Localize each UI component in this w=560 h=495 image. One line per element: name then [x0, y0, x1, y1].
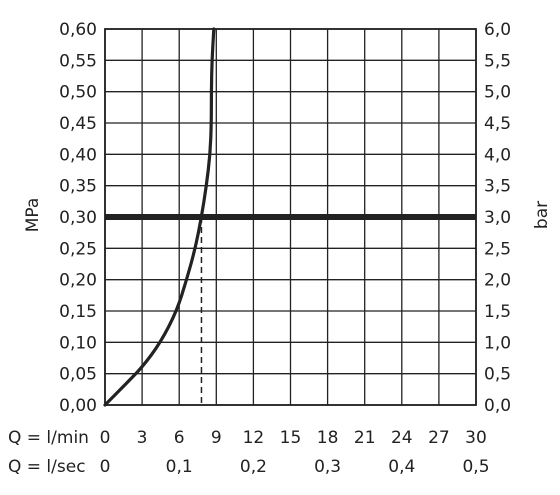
y-tick-left-label: 0,40 — [59, 145, 97, 165]
y-tick-right-label: 2,0 — [484, 271, 511, 291]
y-axis-label-left: MPa — [23, 198, 43, 233]
x-tick-lsec-label: 0,2 — [240, 457, 267, 477]
y-tick-right-label: 5,5 — [484, 51, 511, 71]
y-tick-left-label: 0,35 — [59, 177, 97, 197]
y-tick-left-label: 0,10 — [59, 333, 97, 353]
y-tick-left-label: 0,45 — [59, 114, 97, 134]
y-tick-right-label: 3,5 — [484, 177, 511, 197]
y-tick-right-label: 3,0 — [484, 208, 511, 228]
x-tick-lmin-label: 6 — [174, 428, 185, 448]
x-ticks-lmin: 0 3 6 9 12 15 18 21 24 27 30 — [100, 428, 487, 448]
y-tick-right-label: 0,5 — [484, 365, 511, 385]
y-tick-left-label: 0,60 — [59, 20, 97, 40]
flow-pressure-curve — [103, 27, 216, 407]
y-tick-right-label: 6,0 — [484, 20, 511, 40]
x-tick-lmin-label: 15 — [280, 428, 302, 448]
y-tick-left-label: 0,25 — [59, 239, 97, 259]
y-tick-left-label: 0,00 — [59, 396, 97, 416]
curve-layer — [103, 27, 216, 407]
x-tick-lmin-label: 12 — [243, 428, 265, 448]
y-axis-label-right: bar — [532, 201, 552, 229]
reference-lines — [105, 214, 476, 405]
y-tick-left-label: 0,55 — [59, 51, 97, 71]
y-tick-left-label: 0,20 — [59, 271, 97, 291]
y-ticks-left: 0,00 0,05 0,10 0,15 0,20 0,25 0,30 0,35 0,40 0,45… — [59, 20, 97, 416]
y-tick-right-label: 1,0 — [484, 333, 511, 353]
x-tick-lmin-label: 18 — [317, 428, 339, 448]
y-tick-left-label: 0,05 — [59, 365, 97, 385]
x-tick-lsec-label: 0,1 — [166, 457, 193, 477]
y-tick-left-label: 0,30 — [59, 208, 97, 228]
y-ticks-right: 0,0 0,5 1,0 1,5 2,0 2,5 3,0 3,5 4,0 4,5 5,0 5,5 6,0 — [484, 20, 511, 416]
y-tick-right-label: 5,0 — [484, 83, 511, 103]
x-tick-lmin-label: 27 — [428, 428, 450, 448]
x-tick-lsec-label: 0,4 — [388, 457, 415, 477]
y-tick-left-label: 0,50 — [59, 83, 97, 103]
x-tick-lsec-label: 0,3 — [314, 457, 341, 477]
x-tick-lmin-label: 0 — [100, 428, 111, 448]
plot-border — [104, 28, 477, 406]
y-tick-right-label: 0,0 — [484, 396, 511, 416]
x-tick-lmin-label: 9 — [211, 428, 222, 448]
y-tick-right-label: 1,5 — [484, 302, 511, 322]
plot-frame — [104, 28, 477, 406]
x-tick-lsec-label: 0,5 — [462, 457, 489, 477]
x-tick-lsec-label: 0 — [100, 457, 111, 477]
x-tick-lmin-label: 21 — [354, 428, 376, 448]
y-tick-right-label: 2,5 — [484, 239, 511, 259]
y-tick-left-label: 0,15 — [59, 302, 97, 322]
x-axis-label-lmin: Q = l/min — [8, 428, 89, 448]
x-ticks-lsec: 0 0,1 0,2 0,3 0,4 0,5 — [100, 457, 490, 477]
y-tick-right-label: 4,0 — [484, 145, 511, 165]
y-tick-right-label: 4,5 — [484, 114, 511, 134]
x-tick-lmin-label: 24 — [391, 428, 413, 448]
x-tick-lmin-label: 30 — [465, 428, 487, 448]
x-tick-lmin-label: 3 — [137, 428, 148, 448]
x-axis-label-lsec: Q = l/sec — [8, 457, 86, 477]
